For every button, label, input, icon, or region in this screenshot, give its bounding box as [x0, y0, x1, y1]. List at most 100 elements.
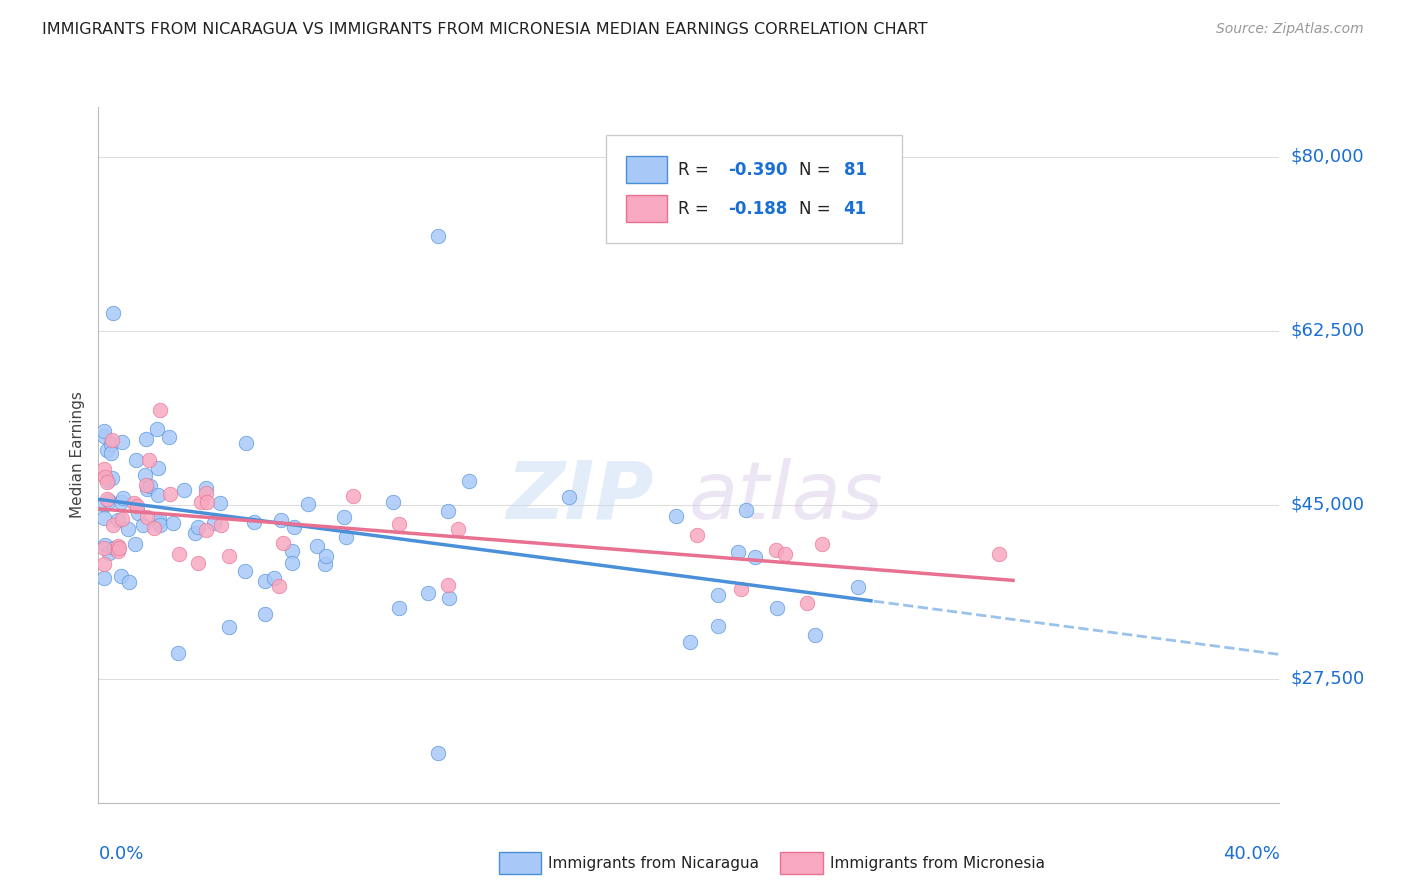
- Point: [235, 435, 257, 450]
- FancyBboxPatch shape: [606, 135, 901, 243]
- Point: [124, 537, 146, 551]
- Text: Immigrants from Nicaragua: Immigrants from Nicaragua: [548, 856, 759, 871]
- Point: [146, 488, 169, 502]
- Point: [110, 569, 132, 583]
- Point: [271, 536, 294, 550]
- Text: 0.0%: 0.0%: [98, 845, 143, 863]
- Point: [93, 571, 115, 585]
- Point: [96, 475, 118, 490]
- Text: -0.390: -0.390: [728, 161, 787, 178]
- Point: [773, 547, 796, 561]
- Point: [100, 471, 122, 485]
- Point: [270, 513, 292, 527]
- Text: R =: R =: [678, 161, 714, 178]
- Point: [439, 591, 461, 605]
- Point: [149, 518, 172, 533]
- Point: [427, 229, 450, 244]
- Point: [416, 585, 439, 599]
- Text: $62,500: $62,500: [1291, 322, 1365, 340]
- Point: [243, 515, 266, 529]
- Point: [110, 512, 132, 526]
- Point: [987, 547, 1010, 561]
- Point: [280, 544, 302, 558]
- Point: [269, 579, 291, 593]
- Point: [388, 601, 411, 615]
- Point: [218, 549, 240, 563]
- Point: [194, 523, 217, 537]
- Point: [107, 513, 129, 527]
- Point: [197, 495, 219, 509]
- Point: [142, 521, 165, 535]
- Point: [117, 522, 139, 536]
- Point: [107, 539, 129, 553]
- Point: [98, 493, 121, 508]
- Point: [342, 489, 364, 503]
- Point: [135, 477, 157, 491]
- Point: [194, 481, 217, 495]
- Point: [111, 434, 134, 449]
- Point: [138, 453, 160, 467]
- FancyBboxPatch shape: [626, 195, 666, 222]
- Point: [686, 528, 709, 542]
- Text: 40.0%: 40.0%: [1223, 845, 1279, 863]
- Point: [811, 537, 834, 551]
- Point: [93, 499, 115, 513]
- Point: [297, 497, 319, 511]
- Point: [136, 510, 159, 524]
- Text: -0.188: -0.188: [728, 200, 787, 218]
- Point: [218, 620, 240, 634]
- Point: [107, 544, 129, 558]
- Text: Immigrants from Micronesia: Immigrants from Micronesia: [830, 856, 1045, 871]
- Point: [93, 462, 115, 476]
- Point: [173, 483, 195, 498]
- Point: [335, 530, 357, 544]
- Point: [281, 556, 304, 570]
- Point: [125, 499, 148, 513]
- Point: [157, 430, 180, 444]
- Point: [437, 504, 460, 518]
- Text: N =: N =: [799, 200, 835, 218]
- Point: [184, 525, 207, 540]
- Point: [110, 495, 132, 509]
- Point: [846, 580, 869, 594]
- Point: [765, 542, 787, 557]
- Point: [94, 469, 117, 483]
- Point: [263, 572, 285, 586]
- Point: [93, 424, 115, 438]
- Point: [314, 558, 336, 572]
- Point: [159, 487, 181, 501]
- Point: [730, 582, 752, 596]
- Point: [146, 461, 169, 475]
- FancyBboxPatch shape: [626, 156, 666, 183]
- Point: [135, 482, 157, 496]
- Point: [427, 746, 450, 760]
- Text: 41: 41: [844, 200, 866, 218]
- Point: [766, 601, 789, 615]
- Point: [125, 453, 148, 467]
- Point: [148, 403, 170, 417]
- Point: [146, 515, 169, 529]
- Point: [381, 495, 404, 509]
- Point: [162, 516, 184, 531]
- Point: [122, 496, 145, 510]
- Point: [333, 510, 356, 524]
- Point: [253, 607, 276, 621]
- Point: [132, 518, 155, 533]
- Point: [233, 564, 256, 578]
- Point: [209, 517, 232, 532]
- Point: [103, 541, 125, 555]
- Point: [194, 485, 217, 500]
- Point: [283, 520, 305, 534]
- Point: [127, 506, 149, 520]
- Point: [93, 511, 115, 525]
- Point: [458, 475, 481, 489]
- Point: [190, 494, 212, 508]
- Point: [679, 635, 702, 649]
- Point: [558, 490, 581, 504]
- Y-axis label: Median Earnings: Median Earnings: [70, 392, 86, 518]
- Point: [735, 503, 758, 517]
- Text: Source: ZipAtlas.com: Source: ZipAtlas.com: [1216, 22, 1364, 37]
- Text: $80,000: $80,000: [1291, 148, 1364, 166]
- Point: [727, 545, 749, 559]
- Point: [134, 468, 156, 483]
